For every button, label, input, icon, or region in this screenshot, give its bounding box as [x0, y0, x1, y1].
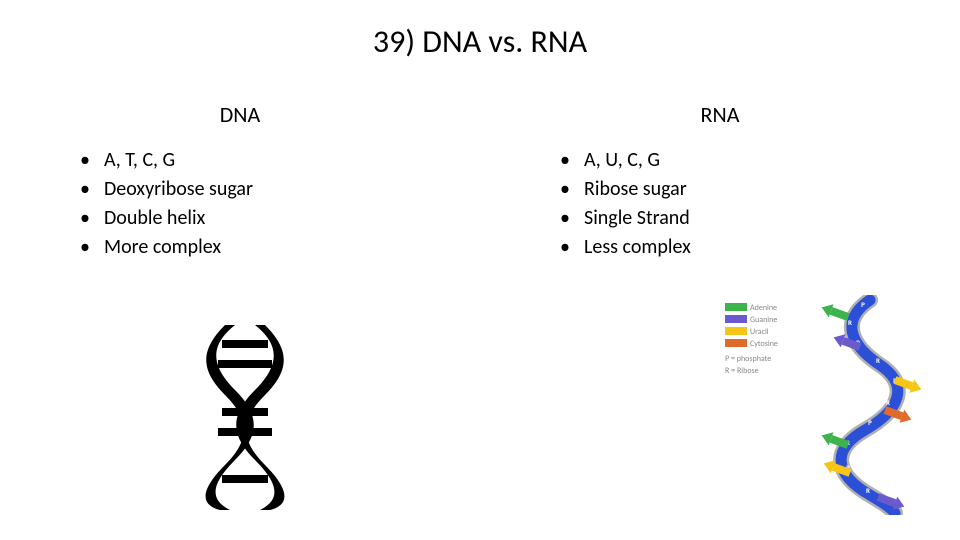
list-item: Double helix	[80, 204, 460, 233]
svg-text:R: R	[886, 398, 890, 407]
list-item: Ribose sugar	[560, 175, 940, 204]
svg-text:R = Ribose: R = Ribose	[725, 366, 759, 376]
rna-list: A, U, C, G Ribose sugar Single Strand Le…	[540, 146, 940, 262]
svg-text:R: R	[848, 318, 852, 327]
list-item: A, T, C, G	[80, 146, 460, 175]
svg-text:R: R	[866, 486, 870, 495]
rna-legend: Adenine Guanine Uracil Cytosine P = phos…	[725, 303, 778, 376]
rna-header: RNA	[540, 101, 940, 128]
slide-title: 39) DNA vs. RNA	[0, 0, 960, 71]
rna-strand-icon: Adenine Guanine Uracil Cytosine P = phos…	[720, 295, 930, 515]
svg-text:R: R	[876, 356, 880, 365]
list-item: Single Strand	[560, 204, 940, 233]
svg-text:Cytosine: Cytosine	[750, 339, 778, 349]
list-item: More complex	[80, 233, 460, 262]
svg-text:P = phosphate: P = phosphate	[725, 354, 771, 364]
svg-text:Guanine: Guanine	[750, 315, 777, 325]
dna-header: DNA	[60, 101, 460, 128]
right-column: RNA A, U, C, G Ribose sugar Single Stran…	[480, 101, 960, 262]
dna-list: A, T, C, G Deoxyribose sugar Double heli…	[60, 146, 460, 262]
svg-text:P: P	[861, 300, 865, 309]
list-item: A, U, C, G	[560, 146, 940, 175]
svg-text:Adenine: Adenine	[750, 303, 777, 313]
svg-text:P: P	[868, 418, 872, 427]
list-item: Deoxyribose sugar	[80, 175, 460, 204]
list-item: Less complex	[560, 233, 940, 262]
columns-container: DNA A, T, C, G Deoxyribose sugar Double …	[0, 101, 960, 262]
dna-helix-icon	[170, 320, 320, 510]
svg-text:Uracil: Uracil	[750, 327, 769, 337]
left-column: DNA A, T, C, G Deoxyribose sugar Double …	[0, 101, 480, 262]
